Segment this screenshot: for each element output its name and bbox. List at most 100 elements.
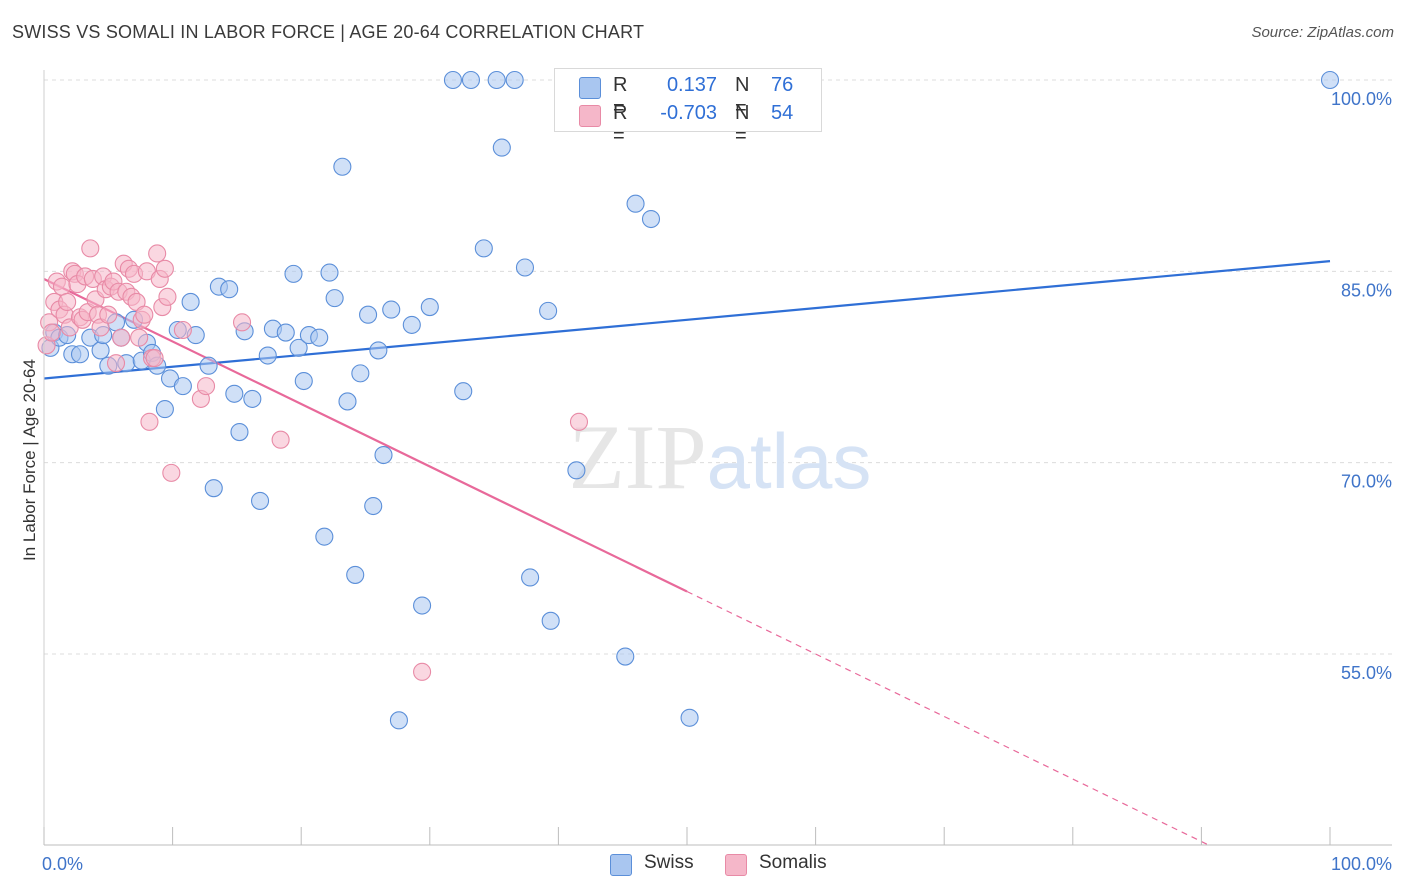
data-point xyxy=(374,445,393,465)
swiss-swatch-icon xyxy=(579,77,601,99)
data-point xyxy=(162,463,181,482)
data-point xyxy=(155,259,174,278)
stats-box: R = 0.137 N = 76 R = -0.703 N = 54 xyxy=(554,68,822,147)
data-point xyxy=(680,708,699,727)
data-point xyxy=(461,70,481,90)
data-point xyxy=(158,287,177,306)
data-point xyxy=(52,277,72,296)
data-point xyxy=(199,356,218,375)
stats-n-value: 54 xyxy=(771,102,794,124)
data-point xyxy=(284,264,303,283)
data-point xyxy=(276,323,295,342)
legend-label: Swiss xyxy=(644,852,694,873)
x-tick-label: 100.0% xyxy=(1331,854,1392,874)
data-point xyxy=(173,377,192,396)
data-point xyxy=(402,315,421,334)
trend-line-extension xyxy=(686,590,1209,846)
data-point xyxy=(204,479,223,498)
data-point xyxy=(173,320,192,340)
stats-r-label: R = xyxy=(613,102,628,147)
data-point xyxy=(140,412,159,431)
trend-layer xyxy=(43,260,1331,846)
data-point xyxy=(148,244,167,263)
data-point xyxy=(289,338,308,357)
data-point xyxy=(521,568,540,587)
data-point xyxy=(81,239,100,258)
y-axis-label: In Labor Force | Age 20-64 xyxy=(20,359,39,561)
data-point xyxy=(181,292,200,311)
stats-r-value: 0.137 xyxy=(666,74,717,96)
trend-line xyxy=(43,260,1331,380)
somalis-legend-swatch-icon xyxy=(725,854,747,876)
data-point xyxy=(42,323,61,342)
data-point xyxy=(492,138,511,157)
data-point xyxy=(505,70,524,90)
data-point xyxy=(145,349,164,368)
data-point xyxy=(243,389,262,408)
data-point xyxy=(99,305,118,324)
data-point xyxy=(541,611,560,630)
data-point xyxy=(515,258,535,277)
data-point xyxy=(106,354,126,373)
data-point xyxy=(325,289,344,308)
data-point xyxy=(539,301,558,320)
somalis-swatch-icon xyxy=(579,105,601,127)
data-point xyxy=(626,194,645,213)
data-point xyxy=(641,209,661,229)
data-point xyxy=(232,313,252,332)
data-point xyxy=(230,423,249,442)
data-point xyxy=(1320,70,1340,90)
data-point xyxy=(569,412,589,431)
data-point xyxy=(389,711,408,730)
data-point xyxy=(346,565,365,584)
data-point xyxy=(135,305,154,324)
data-point xyxy=(130,328,149,347)
stats-n-label: N = xyxy=(735,102,750,147)
data-point xyxy=(413,596,432,615)
stats-r-value: -0.703 xyxy=(660,102,717,124)
data-point xyxy=(338,392,357,411)
watermark-zip: ZIP xyxy=(569,406,707,508)
data-point xyxy=(369,341,388,360)
data-point xyxy=(333,157,352,176)
trend-line xyxy=(43,277,688,593)
data-point xyxy=(58,292,77,311)
data-point xyxy=(91,341,110,360)
y-tick-label: 55.0% xyxy=(1341,663,1392,683)
y-tick-label: 100.0% xyxy=(1331,89,1392,109)
data-point xyxy=(250,491,270,510)
chart-source: Source: ZipAtlas.com xyxy=(1251,24,1394,41)
data-point xyxy=(454,382,473,401)
data-point xyxy=(487,70,506,90)
data-point xyxy=(616,647,635,666)
x-tick-label: 0.0% xyxy=(42,854,83,874)
data-point xyxy=(474,239,493,258)
data-point xyxy=(70,345,90,364)
data-point xyxy=(382,300,401,319)
legend-label: Somalis xyxy=(759,852,827,873)
swiss-legend-swatch-icon xyxy=(610,854,632,876)
data-point xyxy=(443,70,462,90)
data-point xyxy=(220,280,239,299)
data-point xyxy=(413,662,432,681)
data-point xyxy=(271,430,290,449)
stats-n-value: 76 xyxy=(771,74,794,96)
data-point xyxy=(196,377,216,396)
data-point xyxy=(315,527,334,546)
data-point xyxy=(567,461,586,480)
y-tick-label: 85.0% xyxy=(1341,280,1392,300)
data-point xyxy=(225,384,244,403)
data-point xyxy=(351,364,370,383)
y-tick-label: 70.0% xyxy=(1341,472,1392,492)
data-point xyxy=(112,328,131,347)
stats-n-label: N = xyxy=(735,74,750,119)
data-point xyxy=(320,263,339,282)
data-point xyxy=(420,297,439,317)
data-point xyxy=(294,371,313,391)
data-point xyxy=(359,305,378,324)
data-point xyxy=(155,400,174,419)
point-layer xyxy=(37,70,1340,730)
chart-title: SWISS VS SOMALI IN LABOR FORCE | AGE 20-… xyxy=(12,22,645,42)
watermark-atlas: atlas xyxy=(707,417,872,505)
